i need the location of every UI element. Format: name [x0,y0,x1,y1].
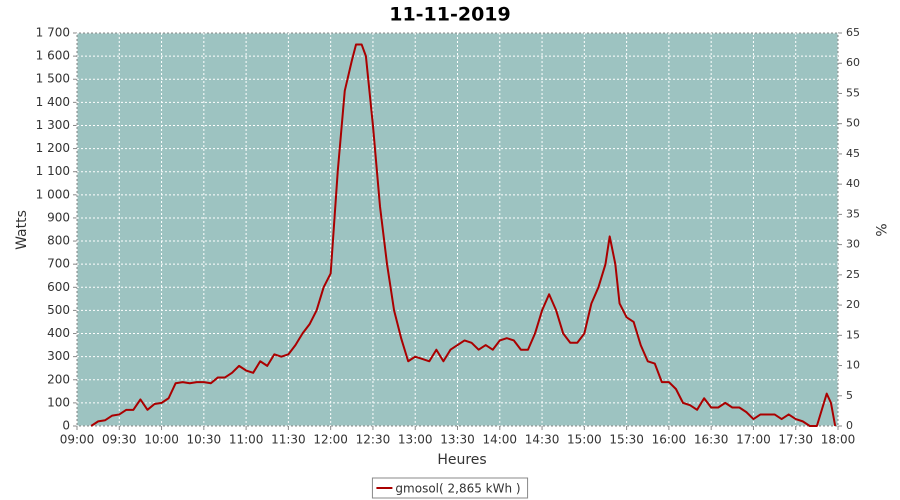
x-tick-label: 10:30 [187,433,222,447]
legend-box [371,477,529,499]
y2-tick-label: 15 [846,328,860,341]
y2-tick-label: 45 [846,147,860,160]
x-tick-label: 15:00 [567,433,602,447]
y2-tick-label: 20 [846,298,860,311]
data-line [90,43,837,427]
x-tick-label: 13:00 [398,433,433,447]
x-tick-label: 14:00 [482,433,517,447]
x-tick-label: 17:30 [778,433,813,447]
y-tick-label: 1 100 [36,164,70,178]
y-axis-title: Watts [14,210,30,250]
y2-tick-label: 60 [846,56,860,69]
legend-label: gmosol( 2,865 kWh ) [395,482,520,496]
y-tick-label: 100 [47,395,70,409]
x-tick-label: 18:00 [821,433,856,447]
x-tick-label: 15:30 [609,433,644,447]
x-tick-label: 12:00 [313,433,348,447]
x-tick-label: 11:30 [271,433,306,447]
y2-tick-label: 55 [846,86,860,99]
x-tick-label: 17:00 [736,433,771,447]
y-tick-label: 700 [47,257,70,271]
x-tick-label: 13:30 [440,433,475,447]
y-tick-label: 300 [47,349,70,363]
y2-axis-title: % [872,223,888,236]
chart-title: 11-11-2019 [389,4,511,26]
y2-tick-label: 0 [846,419,853,432]
y-tick-label: 500 [47,303,70,317]
y2-tick-label: 65 [846,26,860,39]
y-tick-label: 900 [47,210,70,224]
x-tick-label: 09:30 [102,433,137,447]
x-axis-title: Heures [437,452,486,468]
y2-tick-label: 25 [846,268,860,281]
y-tick-label: 1 700 [36,26,70,40]
x-tick-label: 16:30 [694,433,729,447]
y-tick-label: 1 300 [36,118,70,132]
y2-tick-label: 10 [846,359,860,372]
x-tick-label: 11:00 [229,433,264,447]
y-tick-label: 0 [62,419,70,433]
y-tick-label: 800 [47,234,70,248]
y-tick-label: 1 400 [36,95,70,109]
y2-tick-label: 40 [846,177,860,190]
y2-tick-label: 50 [846,117,860,130]
y-tick-label: 1 200 [36,141,70,155]
y-tick-label: 1 500 [36,72,70,86]
y-tick-label: 200 [47,372,70,386]
x-tick-label: 12:30 [356,433,391,447]
y2-tick-label: 5 [846,389,853,402]
y-tick-label: 400 [47,326,70,340]
y-tick-label: 600 [47,280,70,294]
y2-tick-label: 35 [846,207,860,220]
y2-tick-label: 30 [846,238,860,251]
x-tick-label: 16:00 [652,433,687,447]
y-tick-label: 1 600 [36,49,70,63]
x-tick-label: 10:00 [144,433,179,447]
x-tick-label: 09:00 [60,433,95,447]
legend: gmosol( 2,865 kWh ) [371,477,529,499]
y-tick-label: 1 000 [36,187,70,201]
x-tick-label: 14:30 [525,433,560,447]
